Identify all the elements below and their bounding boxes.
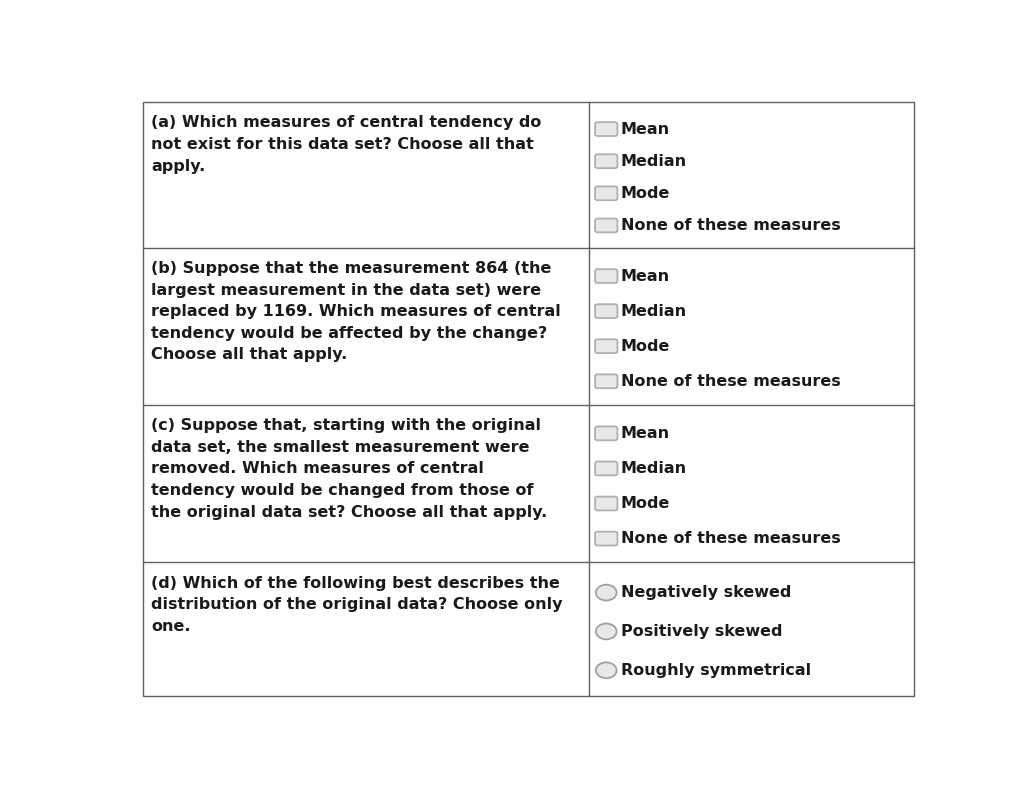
Text: Median: Median xyxy=(620,303,686,318)
Circle shape xyxy=(596,623,616,639)
Text: None of these measures: None of these measures xyxy=(620,218,841,233)
FancyBboxPatch shape xyxy=(595,461,617,476)
Text: Mean: Mean xyxy=(620,269,670,284)
Text: Positively skewed: Positively skewed xyxy=(620,624,782,639)
Text: Negatively skewed: Negatively skewed xyxy=(620,585,791,600)
Text: (a) Which measures of central tendency do
not exist for this data set? Choose al: (a) Which measures of central tendency d… xyxy=(151,115,541,174)
Text: None of these measures: None of these measures xyxy=(620,531,841,546)
Text: Median: Median xyxy=(620,461,686,476)
Text: Mode: Mode xyxy=(620,339,670,354)
Text: None of these measures: None of these measures xyxy=(620,374,841,389)
Circle shape xyxy=(596,662,616,678)
FancyBboxPatch shape xyxy=(595,532,617,546)
Text: Mean: Mean xyxy=(620,426,670,441)
Text: Median: Median xyxy=(620,154,686,169)
Text: (d) Which of the following best describes the
distribution of the original data?: (d) Which of the following best describe… xyxy=(151,576,563,634)
Circle shape xyxy=(596,585,616,600)
FancyBboxPatch shape xyxy=(595,154,617,168)
Text: Mode: Mode xyxy=(620,186,670,201)
Text: Mode: Mode xyxy=(620,496,670,511)
FancyBboxPatch shape xyxy=(595,304,617,318)
Text: Mean: Mean xyxy=(620,122,670,137)
FancyBboxPatch shape xyxy=(595,374,617,388)
FancyBboxPatch shape xyxy=(595,339,617,353)
Text: Roughly symmetrical: Roughly symmetrical xyxy=(620,663,811,678)
Text: (b) Suppose that the measurement 864 (the
largest measurement in the data set) w: (b) Suppose that the measurement 864 (th… xyxy=(151,261,561,363)
FancyBboxPatch shape xyxy=(595,269,617,283)
FancyBboxPatch shape xyxy=(595,497,617,510)
FancyBboxPatch shape xyxy=(595,186,617,200)
Text: (c) Suppose that, starting with the original
data set, the smallest measurement : (c) Suppose that, starting with the orig… xyxy=(151,418,547,520)
FancyBboxPatch shape xyxy=(595,427,617,440)
FancyBboxPatch shape xyxy=(595,122,617,136)
FancyBboxPatch shape xyxy=(595,219,617,232)
